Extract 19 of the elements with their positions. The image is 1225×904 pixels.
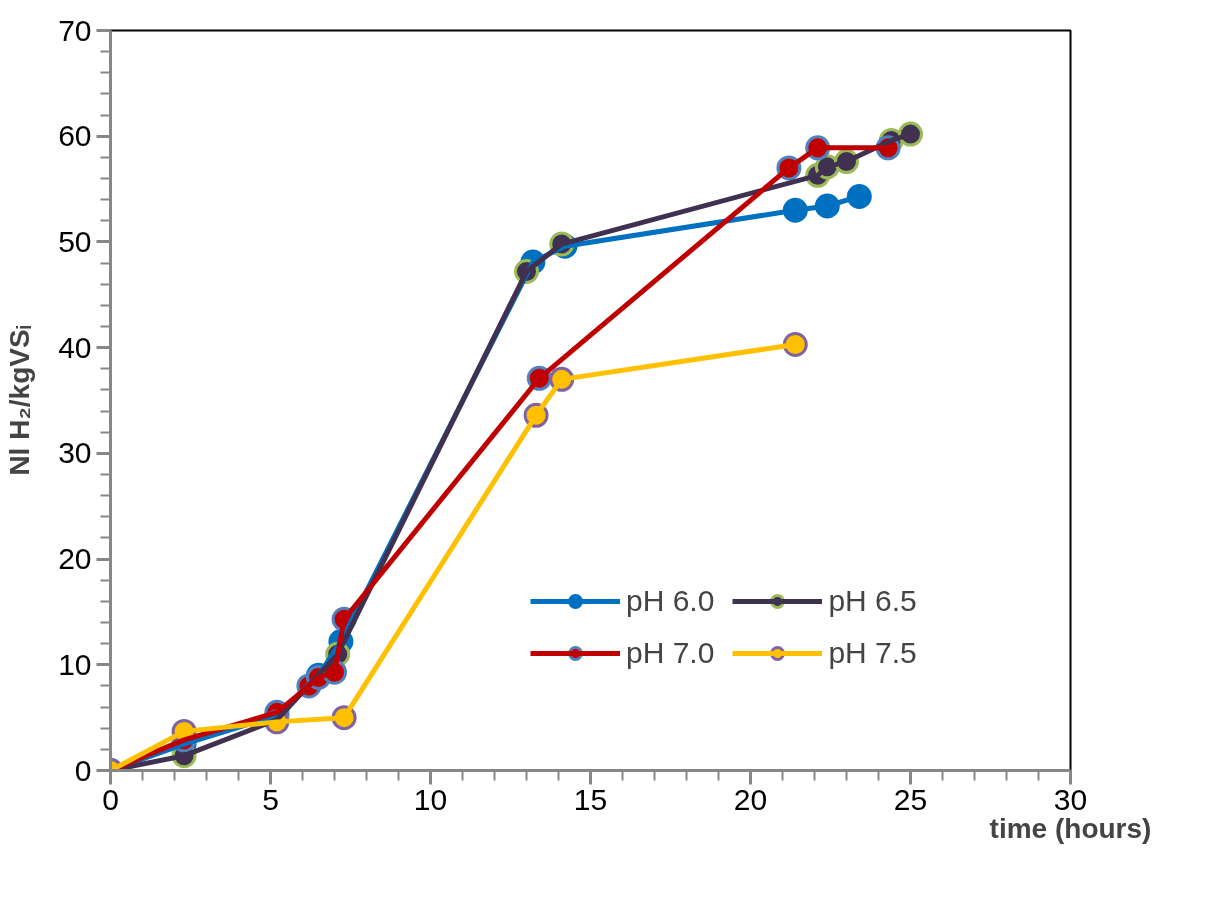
x-tick-label: 15 bbox=[573, 782, 608, 816]
y-tick-label: 40 bbox=[58, 330, 92, 364]
legend-label: pH 7.5 bbox=[828, 636, 917, 670]
x-tick-label: 25 bbox=[893, 782, 928, 816]
x-tick-label: 0 bbox=[102, 782, 119, 816]
y-tick-label: 30 bbox=[58, 436, 92, 470]
y-tick-label: 10 bbox=[58, 647, 92, 681]
x-tick-label: 10 bbox=[413, 782, 448, 816]
legend-label: pH 6.0 bbox=[626, 584, 715, 618]
x-tick-label: 20 bbox=[733, 782, 768, 816]
y-tick-label: 70 bbox=[58, 13, 92, 47]
y-tick-label: 20 bbox=[58, 542, 92, 576]
legend-label: pH 7.0 bbox=[626, 636, 715, 670]
x-tick-label: 5 bbox=[262, 782, 279, 816]
y-axis-title: Nl H₂/kgVSᵢ bbox=[4, 325, 36, 476]
y-tick-label: 0 bbox=[74, 753, 92, 787]
legend-label: pH 6.5 bbox=[828, 584, 917, 618]
y-tick-label: 60 bbox=[58, 119, 92, 153]
y-tick-label: 50 bbox=[58, 224, 92, 258]
